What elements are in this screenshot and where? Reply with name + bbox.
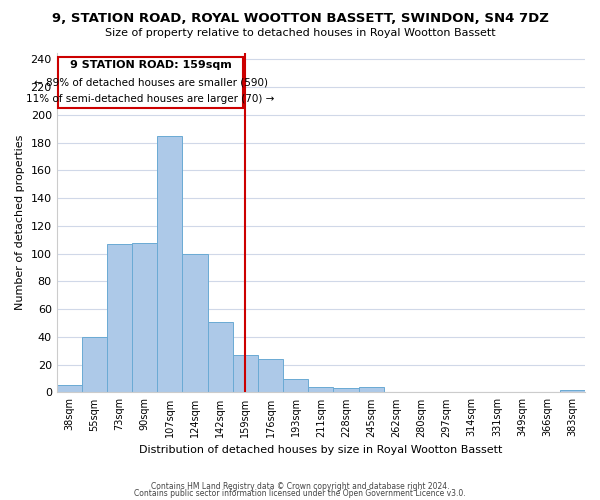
- Bar: [359, 387, 384, 392]
- Text: 9, STATION ROAD, ROYAL WOOTTON BASSETT, SWINDON, SN4 7DZ: 9, STATION ROAD, ROYAL WOOTTON BASSETT, …: [52, 12, 548, 26]
- Bar: [258, 359, 283, 392]
- Bar: [56, 386, 82, 392]
- Bar: [82, 337, 107, 392]
- Bar: [182, 254, 208, 392]
- Bar: [208, 322, 233, 392]
- Bar: [107, 244, 132, 392]
- Y-axis label: Number of detached properties: Number of detached properties: [15, 135, 25, 310]
- X-axis label: Distribution of detached houses by size in Royal Wootton Bassett: Distribution of detached houses by size …: [139, 445, 503, 455]
- Bar: [560, 390, 585, 392]
- Bar: [308, 387, 334, 392]
- Bar: [334, 388, 359, 392]
- Text: Contains HM Land Registry data © Crown copyright and database right 2024.: Contains HM Land Registry data © Crown c…: [151, 482, 449, 491]
- Text: 9 STATION ROAD: 159sqm: 9 STATION ROAD: 159sqm: [70, 60, 232, 70]
- Text: ← 89% of detached houses are smaller (590): ← 89% of detached houses are smaller (59…: [34, 78, 268, 88]
- Text: Contains public sector information licensed under the Open Government Licence v3: Contains public sector information licen…: [134, 489, 466, 498]
- Bar: [283, 378, 308, 392]
- Text: Size of property relative to detached houses in Royal Wootton Bassett: Size of property relative to detached ho…: [104, 28, 496, 38]
- Bar: [233, 355, 258, 393]
- Text: 11% of semi-detached houses are larger (70) →: 11% of semi-detached houses are larger (…: [26, 94, 275, 104]
- Bar: [132, 242, 157, 392]
- Bar: [157, 136, 182, 392]
- Bar: [58, 56, 244, 108]
